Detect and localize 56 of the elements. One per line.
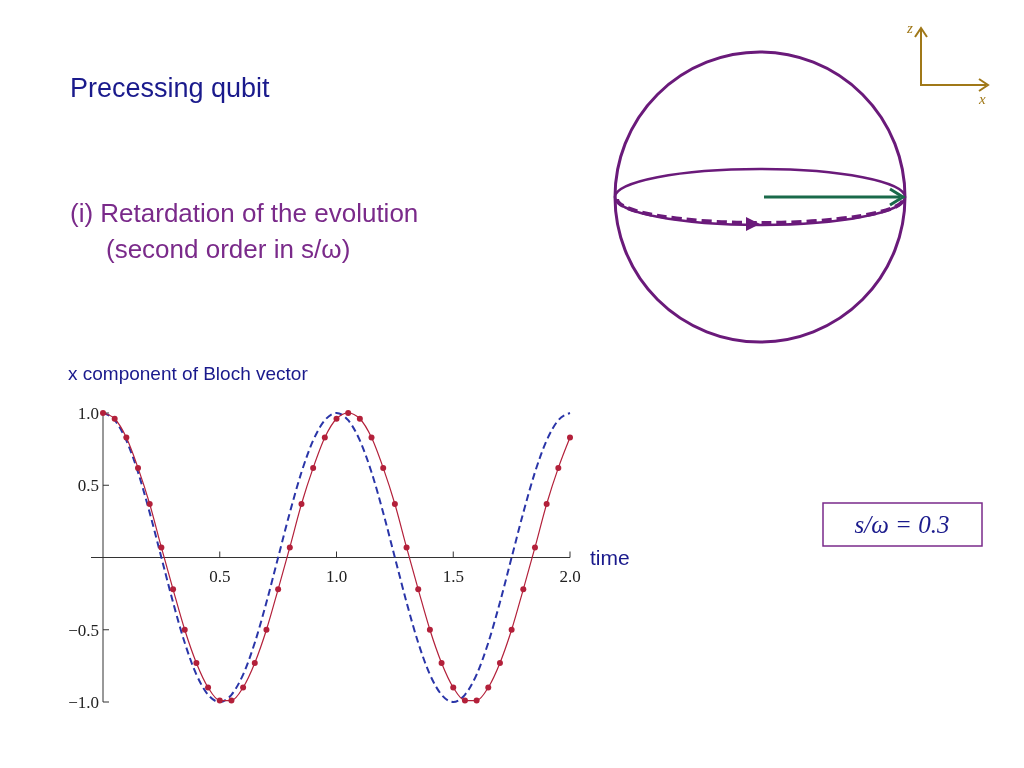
point <box>228 697 235 704</box>
point <box>310 464 317 471</box>
y-tick-label: −1.0 <box>68 693 99 712</box>
point <box>415 586 422 593</box>
point <box>496 659 503 666</box>
point <box>485 684 492 691</box>
y-tick-label: 0.5 <box>77 476 99 496</box>
point <box>275 586 282 593</box>
chart-title: Precessing qubit <box>70 73 271 103</box>
point <box>473 697 480 704</box>
point <box>135 464 142 471</box>
x-axis-title: time <box>590 545 630 569</box>
point <box>205 684 212 691</box>
point <box>391 501 398 508</box>
x-tick-label: 1.0 <box>325 566 348 586</box>
point <box>403 544 410 551</box>
point <box>450 684 457 691</box>
point <box>438 659 445 666</box>
point <box>170 586 177 593</box>
point <box>158 544 165 551</box>
y-tick-label: −0.5 <box>68 620 99 640</box>
point <box>543 501 550 508</box>
point <box>380 464 387 471</box>
point <box>123 434 130 441</box>
point <box>251 659 258 666</box>
point <box>461 697 468 704</box>
chart-subtitle: (i) Retardation of the evolution (second order in s/ω) <box>70 198 419 264</box>
point <box>426 626 433 633</box>
point <box>240 684 247 691</box>
point <box>520 586 527 593</box>
y-axis-title: x component of Bloch vector <box>68 363 309 384</box>
point <box>193 659 200 666</box>
point <box>508 626 515 633</box>
point <box>345 410 352 416</box>
point <box>216 697 223 704</box>
point <box>286 544 293 551</box>
y-tick-label: 1.0 <box>77 404 99 423</box>
x-tick-label: 1.5 <box>442 566 464 586</box>
point <box>263 626 270 633</box>
point <box>567 434 573 441</box>
point <box>298 501 305 508</box>
point <box>321 434 328 441</box>
point <box>111 415 118 422</box>
point <box>356 415 363 422</box>
point <box>531 544 538 551</box>
x-tick-label: 2.0 <box>559 566 581 586</box>
text: x <box>978 91 986 107</box>
point <box>555 464 562 471</box>
point <box>333 415 340 422</box>
text: z <box>906 20 913 36</box>
point <box>100 410 106 416</box>
x-tick-label: 0.5 <box>209 566 231 586</box>
point <box>368 434 375 441</box>
point <box>146 501 153 508</box>
point <box>181 626 188 633</box>
text: s/ω = 0.3 <box>854 511 950 538</box>
